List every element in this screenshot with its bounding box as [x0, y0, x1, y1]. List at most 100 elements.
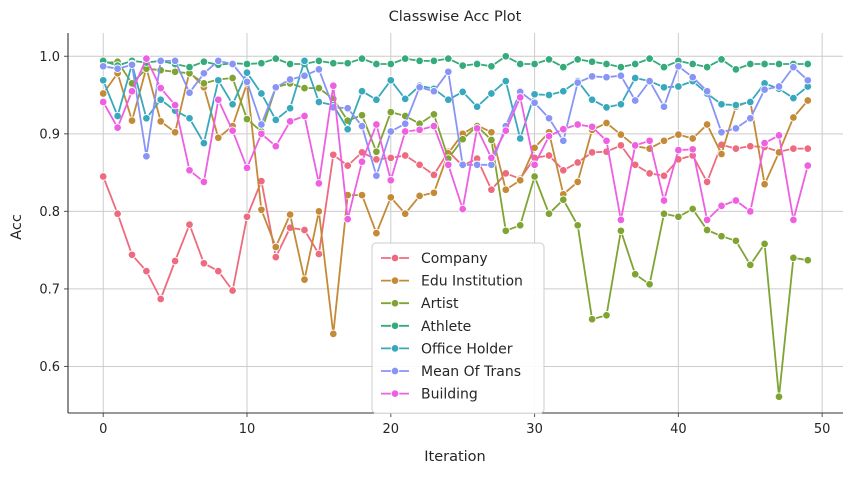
data-point-mean-of-trans — [372, 171, 381, 180]
data-point-mean-of-trans — [602, 72, 611, 82]
data-point-edu-institution — [674, 130, 683, 139]
data-point-building — [170, 100, 180, 110]
data-point-building — [400, 127, 410, 136]
data-point-athlete — [731, 65, 741, 74]
data-point-mean-of-trans — [271, 83, 281, 92]
data-point-mean-of-trans — [746, 114, 755, 123]
legend-item-building: Building — [381, 387, 478, 403]
data-point-office-holder — [199, 138, 209, 148]
data-point-athlete — [472, 59, 482, 69]
data-point-edu-institution — [214, 133, 223, 142]
data-point-building — [228, 126, 237, 135]
data-point-edu-institution — [602, 118, 611, 128]
data-point-athlete — [688, 59, 697, 69]
data-point-artist — [559, 195, 568, 204]
data-point-mean-of-trans — [702, 86, 712, 96]
data-point-artist — [487, 135, 496, 145]
data-point-mean-of-trans — [731, 124, 741, 133]
data-point-edu-institution — [415, 191, 424, 201]
data-point-edu-institution — [156, 117, 165, 126]
data-point-mean-of-trans — [185, 88, 194, 97]
data-point-office-holder — [559, 86, 568, 96]
data-point-company — [156, 294, 165, 304]
data-point-company — [544, 151, 554, 160]
data-point-edu-institution — [271, 242, 281, 252]
data-point-company — [113, 209, 122, 218]
data-point-artist — [544, 209, 554, 218]
data-point-company — [142, 266, 151, 276]
data-point-company — [487, 185, 496, 194]
data-point-edu-institution — [702, 120, 712, 129]
data-point-company — [415, 160, 424, 170]
data-point-mean-of-trans — [630, 96, 640, 105]
data-point-building — [185, 166, 194, 175]
data-point-company — [616, 141, 626, 150]
y-axis-label: Acc — [9, 214, 25, 240]
legend-item-athlete: Athlete — [381, 319, 471, 335]
data-point-building — [314, 179, 324, 188]
data-point-artist — [314, 83, 324, 93]
data-point-building — [214, 95, 223, 104]
data-point-athlete — [717, 55, 726, 64]
data-point-office-holder — [616, 100, 626, 109]
data-point-edu-institution — [659, 136, 669, 146]
legend-marker — [390, 276, 400, 285]
data-point-building — [530, 160, 539, 170]
data-point-athlete — [242, 59, 252, 69]
data-point-artist — [199, 79, 209, 88]
data-point-company — [329, 150, 338, 160]
data-point-office-holder — [587, 95, 597, 104]
legend-marker — [390, 366, 400, 376]
data-point-building — [199, 177, 209, 187]
data-point-edu-institution — [127, 116, 137, 125]
legend-item-company: Company — [381, 251, 488, 267]
data-point-edu-institution — [314, 207, 324, 216]
data-point-artist — [702, 225, 712, 235]
data-point-artist — [630, 269, 640, 279]
data-point-mean-of-trans — [760, 85, 769, 94]
data-point-office-holder — [674, 82, 683, 91]
data-point-building — [127, 86, 137, 96]
data-point-athlete — [400, 54, 410, 63]
data-point-building — [472, 124, 482, 133]
data-point-building — [559, 124, 568, 134]
data-point-building — [501, 126, 511, 135]
data-point-office-holder — [515, 134, 525, 143]
y-tick-label: 1.0 — [39, 50, 60, 65]
data-point-building — [645, 136, 654, 146]
data-point-building — [702, 215, 712, 225]
data-point-artist — [429, 110, 439, 119]
data-point-artist — [602, 311, 611, 320]
data-point-artist — [228, 73, 237, 83]
legend-marker — [390, 321, 400, 331]
y-tick-label: 0.7 — [39, 282, 60, 297]
data-point-mean-of-trans — [688, 72, 697, 82]
data-point-office-holder — [300, 56, 309, 66]
data-point-artist — [515, 221, 525, 230]
data-point-mean-of-trans — [573, 78, 582, 87]
data-point-athlete — [573, 55, 582, 64]
data-point-building — [285, 117, 295, 126]
data-point-mean-of-trans — [645, 76, 654, 86]
data-point-building — [573, 120, 582, 129]
legend-item-edu-institution: Edu Institution — [381, 274, 523, 290]
data-point-office-holder — [228, 100, 237, 109]
y-tick-label: 0.6 — [39, 360, 60, 375]
data-point-mean-of-trans — [113, 64, 122, 73]
data-point-building — [789, 215, 798, 225]
data-point-athlete — [559, 62, 568, 72]
data-point-mean-of-trans — [400, 119, 410, 128]
data-point-office-holder — [659, 83, 669, 92]
data-point-building — [98, 97, 108, 107]
data-point-mean-of-trans — [199, 69, 209, 78]
data-point-mean-of-trans — [300, 71, 309, 80]
legend-label: Company — [421, 251, 488, 267]
data-point-building — [602, 136, 611, 146]
data-point-building — [156, 83, 165, 93]
data-point-athlete — [257, 58, 266, 68]
data-point-artist — [731, 236, 741, 246]
data-point-mean-of-trans — [458, 160, 467, 170]
data-point-building — [630, 141, 640, 150]
data-point-mean-of-trans — [156, 56, 165, 66]
data-point-edu-institution — [98, 89, 108, 98]
